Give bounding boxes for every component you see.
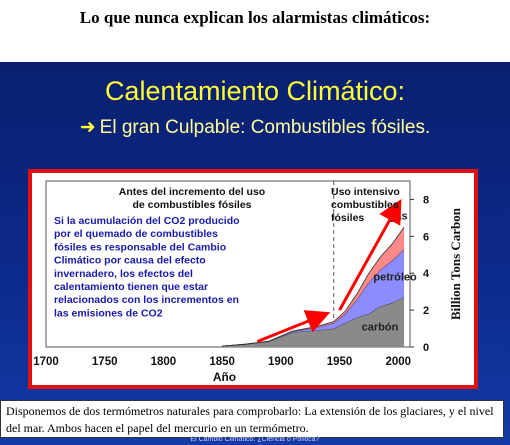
chart-frame: carbón petróleo gas Antes del incremento de… (28, 169, 478, 389)
page-title: Lo que nunca explican los alarmistas cli… (79, 8, 431, 27)
area-carbón (222, 297, 405, 347)
annotation-line-5: calentamiento tienen que estar (54, 281, 208, 293)
period-label-before-0: Antes del incremento del uso (119, 186, 265, 198)
line-gas (222, 226, 405, 347)
annotation-line-1: por el quemado de combustibles (54, 228, 218, 240)
period-label-after-0: Uso intensivo (331, 186, 400, 198)
area-petróleo (222, 249, 405, 347)
annotation-line-6: relacionados con los incrementos en (54, 294, 239, 306)
x-tick-1700: 1700 (33, 356, 59, 368)
x-tick-1800: 1800 (151, 356, 177, 368)
y-tick-0: 0 (423, 342, 429, 354)
slide: Calentamiento Climático: ➜ El gran Culpab… (0, 62, 510, 445)
period-label-after-1: combustibles (331, 199, 399, 211)
y-tick-4: 4 (423, 268, 430, 280)
period-label-before-1: de combustibles fósiles (132, 199, 251, 211)
trend-arrow-early (256, 310, 331, 343)
x-tick-1850: 1850 (209, 356, 235, 368)
right-arrow-icon: ➜ (79, 117, 96, 138)
series-label-petróleo: petróleo (373, 272, 417, 284)
series-label-carbón: carbón (362, 321, 399, 333)
annotation-line-2: fósiles es responsable del Cambio (54, 241, 226, 253)
y-tick-8: 8 (423, 194, 429, 206)
annotation-line-0: Si la acumulación del CO2 producido (54, 215, 240, 227)
x-tick-1900: 1900 (268, 356, 294, 368)
y-tick-2: 2 (423, 305, 429, 317)
x-axis-label: Año (213, 370, 236, 384)
trend-arrow-late (338, 198, 402, 311)
annotation-line-4: invernadero, los efectos del (54, 268, 193, 280)
annotation-line-7: las emisiones de CO2 (54, 307, 163, 319)
slide-title: Calentamiento Climático: (104, 76, 406, 106)
x-tick-2000: 2000 (385, 356, 411, 368)
period-label-after-2: fósiles (331, 212, 364, 224)
annotation-line-3: Climático por causa del efecto (54, 255, 206, 267)
footer-text: El Cambio Climático: ¿Ciencia o Política… (190, 436, 320, 443)
y-axis-label: Billion Tons Carbon (448, 207, 463, 320)
x-tick-1750: 1750 (92, 356, 118, 368)
slide-subtitle: ➜ El gran Culpable: Combustibles fósiles. (0, 116, 510, 139)
x-tick-1950: 1950 (327, 356, 353, 368)
y-tick-6: 6 (423, 231, 429, 243)
note-box: Disponemos de dos termómetros naturales … (0, 400, 504, 438)
slide-subtitle-text: El gran Culpable: Combustibles fósiles. (99, 117, 431, 138)
